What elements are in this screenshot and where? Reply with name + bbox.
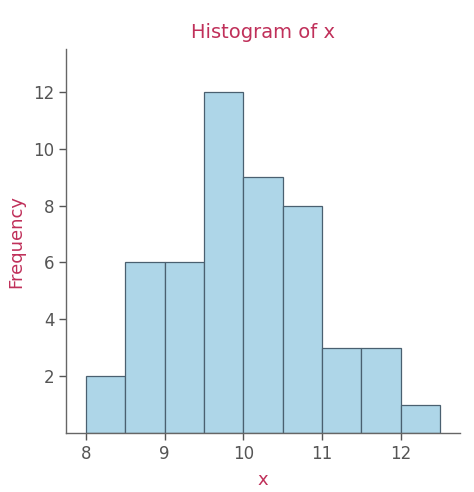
Bar (322, 348, 362, 433)
Bar (126, 262, 165, 433)
Bar (86, 376, 126, 433)
Bar (204, 92, 244, 433)
Bar (362, 348, 401, 433)
Bar (165, 262, 204, 433)
Title: Histogram of x: Histogram of x (191, 23, 335, 42)
X-axis label: x: x (258, 471, 268, 489)
Y-axis label: Frequency: Frequency (7, 194, 25, 288)
Bar (244, 177, 283, 433)
Bar (283, 206, 322, 433)
Bar (401, 404, 440, 433)
